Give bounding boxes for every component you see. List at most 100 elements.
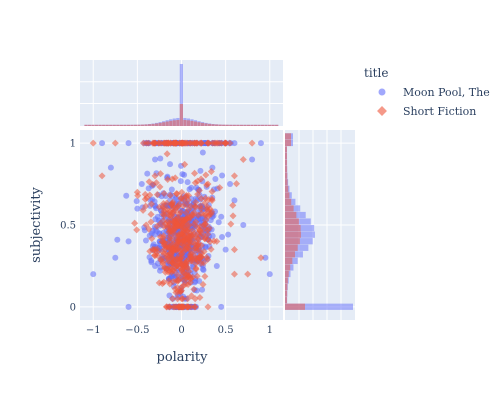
data-point-diamond [198,139,206,147]
right-histogram-bar [285,264,291,271]
data-point-diamond [179,295,187,303]
data-point-diamond [182,246,190,254]
data-point-diamond [197,205,205,213]
data-point-diamond [165,139,173,147]
data-point-diamond [196,293,204,302]
data-point-diamond [177,286,186,295]
data-point-circle [225,231,232,238]
data-point-circle [240,222,247,228]
top-histogram-bar [87,124,92,126]
data-point-diamond [141,195,149,203]
data-point-diamond [215,139,223,147]
top-histogram-bar [158,122,162,126]
data-point-circle [219,233,226,240]
data-point-circle [123,192,130,199]
right-histogram-bar [285,257,293,265]
data-point-circle [90,271,97,278]
top-histogram-bar [179,104,183,126]
top-histogram-bar [165,121,169,126]
data-point-diamond [111,139,119,147]
y-tick-label: 1 [70,139,76,150]
data-point-diamond [153,222,161,230]
data-point-diamond [178,188,186,196]
data-point-circle [266,271,273,278]
x-axis-title: polarity [157,350,209,365]
top-histogram-bar [267,124,272,126]
data-point-circle [138,181,145,188]
data-point-diamond [160,139,168,147]
right-histogram-bar [285,244,298,251]
data-point-diamond [190,244,198,252]
top-histogram-bar [190,120,194,126]
top-histogram-bar [186,120,191,126]
right-histogram-bar [285,290,288,297]
top-histogram-bar [243,124,247,126]
top-histogram-bar [133,124,138,126]
legend-item-moon-pool[interactable]: Moon Pool, The [378,86,490,99]
data-point-diamond [207,168,215,176]
data-point-diamond [229,201,237,209]
data-point-circle [262,254,269,261]
data-point-diamond [239,155,247,164]
top-histogram-bar [215,124,219,126]
data-point-circle [191,279,198,286]
legend-item-short-fiction[interactable]: Short Fiction [377,105,476,118]
top-histogram-bar [130,124,134,126]
data-point-diamond [202,171,210,179]
top-histogram-bar [275,124,279,126]
data-point-circle [215,219,222,226]
data-point-diamond [190,285,198,293]
legend-label-short-fiction: Short Fiction [403,105,476,118]
data-point-diamond [178,260,186,268]
data-point-circle [218,303,225,310]
data-point-circle [179,171,186,178]
data-point-diamond [160,189,168,198]
data-point-circle [144,170,151,177]
data-point-diamond [151,172,159,180]
data-point-diamond [191,295,199,303]
data-point-circle [125,238,132,245]
data-point-diamond [197,209,205,217]
data-point-circle [125,303,132,310]
data-point-diamond [182,139,190,147]
legend-title: title [364,66,388,80]
data-point-diamond [213,237,221,245]
data-point-diamond [187,253,195,261]
data-point-diamond [149,139,157,147]
x-tick-label: −0.5 [125,325,149,336]
top-histogram-bar [102,124,106,126]
right-histogram-bar [285,205,294,212]
right-histogram-bar [285,185,289,192]
data-point-circle [213,262,220,269]
data-point-diamond [184,303,192,311]
top-histogram-bar [126,124,131,126]
data-point-diamond [182,226,190,234]
data-point-diamond [131,219,139,227]
data-point-diamond [177,139,185,147]
top-histogram-bar [257,124,261,126]
data-point-diamond [178,253,186,261]
data-point-diamond [151,246,159,254]
data-point-diamond [182,257,190,265]
right-histogram-bar [285,270,289,278]
x-tick-label: −1 [86,325,101,336]
legend: title Moon Pool, The Short Fiction [364,66,490,118]
data-point-diamond [197,259,205,267]
legend-label-moon-pool: Moon Pool, The [403,86,490,99]
data-point-diamond [133,226,141,234]
data-point-circle [231,140,238,147]
data-point-circle [257,140,264,147]
data-point-diamond [227,220,235,228]
data-point-diamond [206,205,214,213]
data-point-diamond [169,277,177,286]
right-histogram-bar [285,238,300,245]
data-point-circle [199,149,206,156]
top-histogram-bar [112,124,116,126]
data-point-diamond [171,303,179,311]
data-point-circle [107,164,114,171]
top-histogram-bar [232,124,236,126]
data-point-diamond [244,270,252,278]
top-histogram-bar [147,124,152,126]
top-histogram-bar [91,124,95,126]
data-point-diamond [141,190,149,198]
